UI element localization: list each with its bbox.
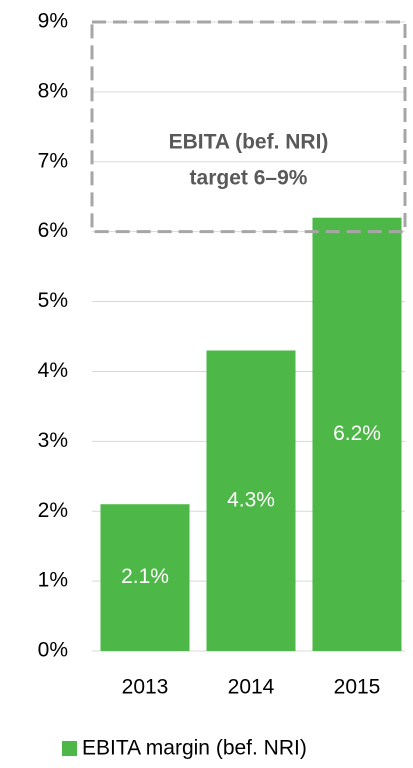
y-tick-label: 2% [38,499,68,522]
bar [312,217,402,651]
bar [206,350,296,651]
value-label: 4.3% [227,488,275,511]
target-box [90,20,407,234]
x-tick-label: 2014 [228,676,275,699]
y-tick-label: 4% [38,359,68,382]
target-label: target 6–9% [190,167,308,190]
y-tick-label: 8% [38,79,68,102]
legend-label: EBITA margin (bef. NRI) [82,737,307,760]
y-tick-label: 6% [38,219,68,242]
y-tick-label: 7% [38,149,68,172]
bar [100,504,190,651]
y-tick-label: 9% [38,10,68,33]
target-label: EBITA (bef. NRI) [169,131,329,154]
y-tick-label: 0% [38,639,68,662]
legend-swatch [62,741,77,756]
y-tick-label: 3% [38,429,68,452]
x-tick-label: 2013 [122,676,169,699]
value-label: 2.1% [121,565,169,588]
y-tick-label: 5% [38,289,68,312]
x-tick-label: 2015 [334,676,381,699]
value-label: 6.2% [333,422,381,445]
y-tick-label: 1% [38,569,68,592]
